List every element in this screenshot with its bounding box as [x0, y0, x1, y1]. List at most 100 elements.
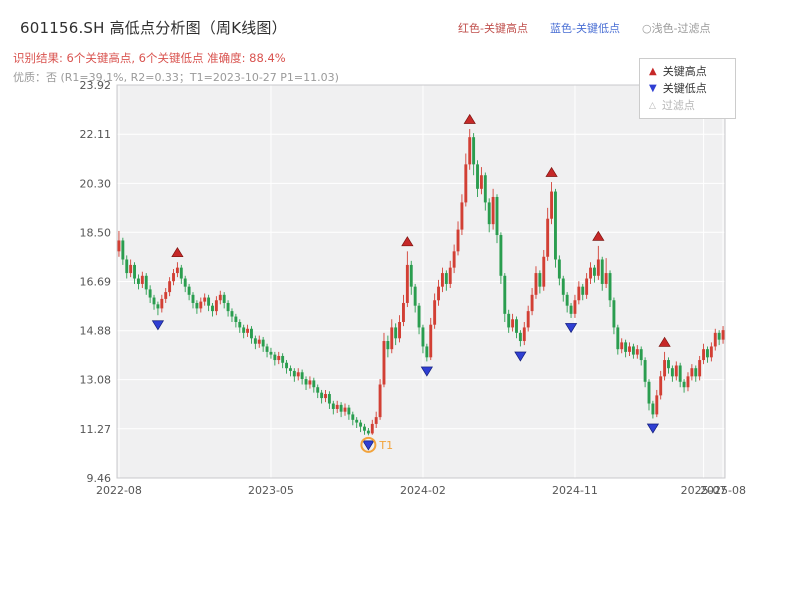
candle-body: [698, 360, 702, 377]
key-high-marker: [171, 247, 184, 258]
candle-body: [522, 327, 526, 342]
candle-body: [483, 175, 487, 203]
candle-body: [324, 394, 327, 399]
t1-label: T1: [378, 439, 393, 452]
candle-body: [398, 321, 402, 339]
candle-body: [600, 259, 604, 284]
candle-body: [242, 327, 246, 333]
candle-body: [214, 300, 218, 312]
candle-body: [121, 240, 125, 260]
candle-body: [659, 376, 663, 396]
candle-body: [351, 414, 355, 420]
candle-body: [292, 370, 296, 377]
top-legend-key-low-label: 蓝色-关键低点: [549, 22, 620, 35]
filter-triangle-icon: △: [649, 100, 656, 111]
top-legend: 红色-关键高点 蓝色-关键低点 ○浅色-过滤点: [458, 20, 711, 36]
top-legend-key-high-label: 红色-关键高点: [458, 22, 528, 35]
candle-body: [296, 372, 300, 377]
candle-body: [612, 300, 616, 328]
candle-body: [191, 294, 195, 303]
candle-body: [129, 264, 133, 274]
candle-body: [281, 355, 285, 363]
candle-body: [717, 332, 721, 340]
candle-body: [164, 292, 168, 299]
x-tick-label: 2023-05: [248, 484, 294, 497]
candle-body: [635, 349, 639, 355]
candle-body: [285, 362, 288, 369]
quality-line: 优质：否 (R1=39.1%, R2=0.33；T1=2023-10-27 P1…: [13, 71, 339, 84]
candle-body: [246, 328, 250, 333]
candle-body: [172, 273, 175, 282]
candle-body: [168, 281, 172, 293]
candle-body: [405, 264, 409, 303]
candle-body: [624, 342, 628, 352]
x-tick-label: 2025-08: [700, 484, 746, 497]
candle-body: [538, 273, 542, 287]
candle-body: [444, 273, 448, 284]
candle-body: [187, 286, 191, 295]
candle-body: [304, 379, 308, 385]
candle-body: [370, 423, 374, 434]
candle-body: [565, 294, 569, 306]
candle-body: [592, 267, 596, 276]
candle-body: [643, 360, 647, 382]
candle-body: [273, 354, 277, 361]
candle-body: [456, 229, 460, 252]
candle-body: [678, 365, 682, 382]
legend-item-key-low-label: 关键低点: [662, 82, 707, 95]
candle-body: [561, 278, 565, 295]
candle-body: [378, 384, 382, 418]
candle-body: [706, 349, 709, 358]
candle-body: [511, 319, 515, 328]
candlestick-series: [117, 129, 725, 436]
candle-body: [136, 278, 140, 284]
candle-body: [230, 311, 234, 317]
candle-body: [250, 328, 253, 339]
candle-body: [386, 341, 390, 350]
candle-body: [160, 298, 164, 309]
candle-body: [542, 256, 546, 287]
candle-body: [530, 294, 534, 312]
candle-body: [585, 278, 589, 295]
candle-body: [667, 360, 670, 369]
candle-body: [503, 275, 507, 314]
candle-body: [218, 294, 222, 301]
candle-body: [690, 368, 694, 377]
x-tick-label: 2025-07: [681, 484, 727, 497]
legend-item-key-low: ▼ 关键低点: [649, 82, 726, 95]
candle-body: [203, 297, 207, 302]
y-tick-label: 20.30: [80, 177, 112, 190]
chart-legend-box: ▲ 关键高点 ▼ 关键低点 △ 过滤点: [639, 58, 736, 119]
candle-body: [327, 394, 331, 404]
x-tick-label: 2024-02: [400, 484, 446, 497]
candle-body: [413, 286, 417, 306]
key-high-marker: [545, 166, 558, 177]
candle-body: [479, 175, 483, 189]
candle-body: [616, 327, 620, 350]
candle-body: [355, 419, 359, 423]
candle-body: [448, 267, 452, 284]
candle-body: [156, 304, 160, 309]
candle-body: [577, 286, 581, 301]
candle-body: [468, 137, 472, 165]
key-high-marker: [658, 336, 671, 347]
y-tick-label: 14.88: [80, 325, 112, 338]
candle-body: [402, 302, 405, 322]
candle-body: [195, 302, 199, 309]
candle-body: [518, 332, 522, 342]
candle-body: [495, 196, 499, 236]
candle-body: [335, 404, 339, 409]
key-high-triangle-icon: ▲: [649, 65, 657, 77]
candle-body: [253, 338, 257, 344]
candle-body: [694, 368, 698, 377]
candle-body: [655, 395, 659, 415]
candle-body: [366, 430, 370, 434]
candle-body: [647, 381, 651, 404]
candle-body: [144, 275, 148, 290]
candle-body: [347, 407, 351, 415]
y-axis-tick-labels: 9.46 11.27 13.08 14.88 16.69 18.50 20.30 22.11 2…: [80, 79, 112, 485]
candle-body: [472, 137, 476, 165]
candle-body: [554, 191, 557, 260]
key-low-marker: [646, 423, 660, 434]
candle-body: [308, 380, 312, 385]
